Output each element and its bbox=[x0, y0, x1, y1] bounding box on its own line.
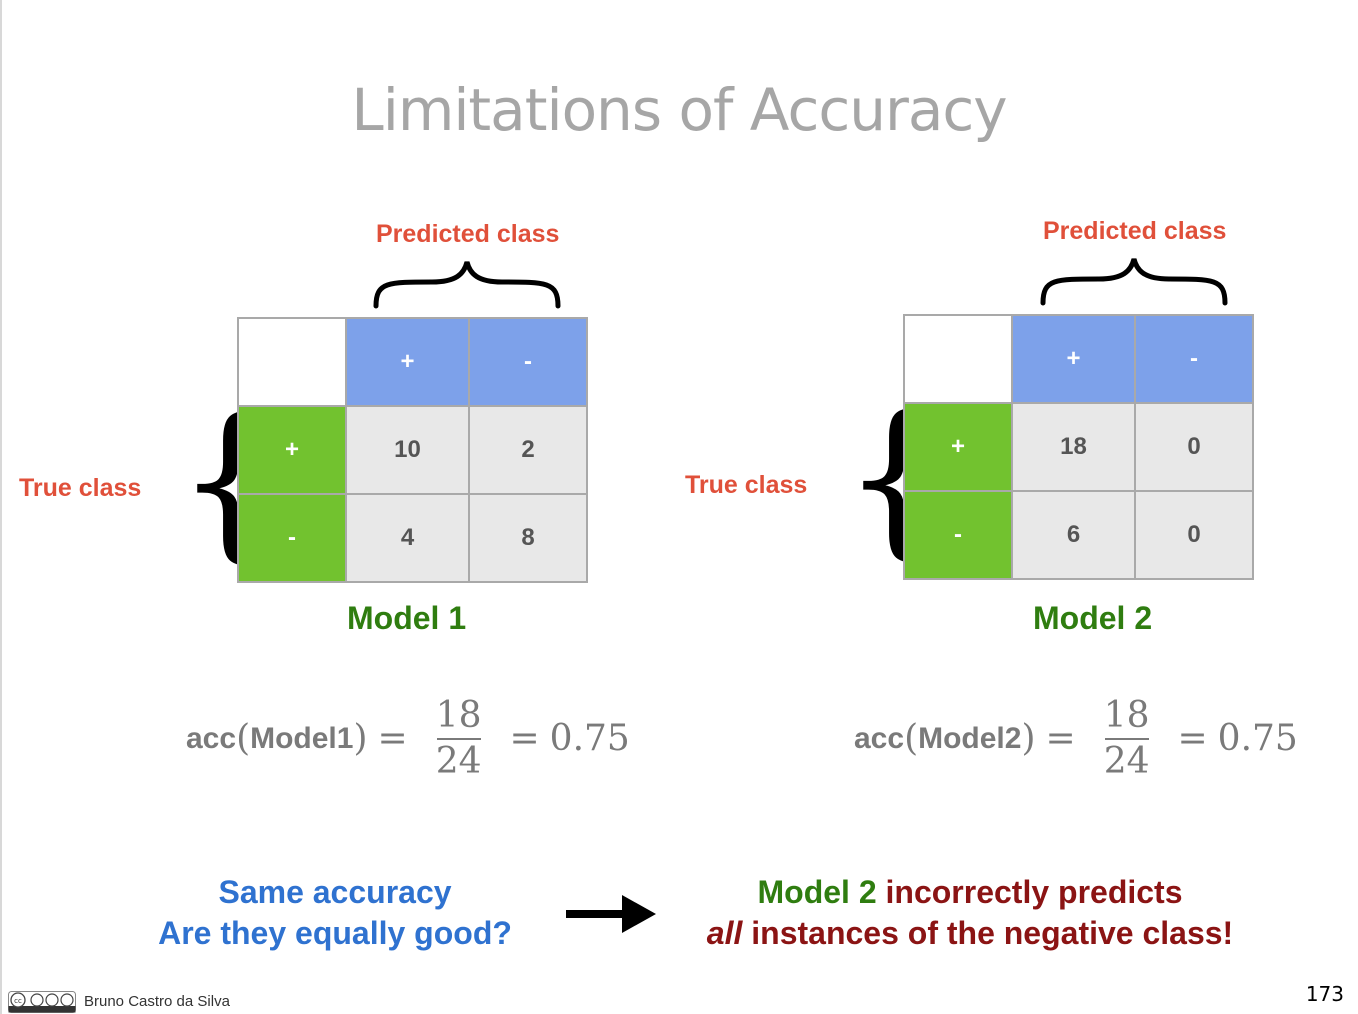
cell-true-negative: 8 bbox=[468, 493, 588, 583]
model-2-highlight: Model 2 bbox=[757, 874, 877, 910]
fraction-denominator: 24 bbox=[435, 740, 482, 782]
predicted-class-label-2: Predicted class bbox=[1043, 217, 1227, 245]
model-1-name: Model 1 bbox=[347, 600, 467, 636]
matrix-corner bbox=[903, 314, 1013, 404]
fraction-numerator: 18 bbox=[435, 695, 482, 736]
fraction-denominator: 24 bbox=[1103, 740, 1150, 782]
negative-class-text: instances of the negative class! bbox=[742, 915, 1234, 951]
confusion-matrix-2: + - + 18 0 - 6 0 bbox=[903, 314, 1254, 580]
true-minus-header: - bbox=[903, 490, 1013, 580]
true-minus-header: - bbox=[237, 493, 347, 583]
predicted-plus-header: + bbox=[1011, 314, 1136, 404]
cell-false-negative: 0 bbox=[1134, 402, 1254, 492]
page-number: 173 bbox=[1305, 982, 1344, 1006]
true-plus-header: + bbox=[903, 402, 1013, 492]
formula-arg: Model1 bbox=[250, 721, 354, 755]
cell-true-positive: 18 bbox=[1011, 402, 1136, 492]
predicted-minus-header: - bbox=[1134, 314, 1254, 404]
matrix-corner bbox=[237, 317, 347, 407]
cell-false-negative: 2 bbox=[468, 405, 588, 495]
confusion-matrix-1: + - + 10 2 - 4 8 bbox=[237, 317, 588, 583]
right-arrow-icon bbox=[566, 895, 656, 933]
cell-true-positive: 10 bbox=[345, 405, 470, 495]
predicted-class-label-1: Predicted class bbox=[376, 220, 560, 248]
conclusion-text: Model 2 incorrectly predicts all instanc… bbox=[660, 872, 1280, 954]
cell-false-positive: 4 bbox=[345, 493, 470, 583]
true-plus-header: + bbox=[237, 405, 347, 495]
all-emphasis: all bbox=[706, 915, 743, 951]
equally-good-line: Are they equally good? bbox=[158, 915, 512, 951]
question-text: Same accuracy Are they equally good? bbox=[120, 872, 550, 954]
slide-edge bbox=[0, 0, 2, 1014]
accuracy-result: 0.75 bbox=[549, 718, 630, 760]
model-2-name: Model 2 bbox=[1033, 600, 1153, 636]
svg-text:cc: cc bbox=[14, 997, 22, 1005]
formula-fn: acc bbox=[186, 721, 237, 755]
cell-false-positive: 6 bbox=[1011, 490, 1136, 580]
formula-arg: Model2 bbox=[918, 721, 1022, 755]
accuracy-result: 0.75 bbox=[1217, 718, 1298, 760]
author-credit: Bruno Castro da Silva bbox=[84, 993, 230, 1010]
formula-fn: acc bbox=[854, 721, 905, 755]
predicted-plus-header: + bbox=[345, 317, 470, 407]
cell-true-negative: 0 bbox=[1134, 490, 1254, 580]
accuracy-formula-1: acc(Model1) = 18 24 = 0.75 bbox=[186, 695, 630, 782]
true-class-label-1: True class bbox=[19, 474, 142, 502]
predicted-minus-header: - bbox=[468, 317, 588, 407]
same-accuracy-line: Same accuracy bbox=[218, 874, 452, 910]
slide-title: Limitations of Accuracy bbox=[351, 76, 1007, 144]
true-class-label-2: True class bbox=[685, 471, 808, 499]
top-brace-icon bbox=[373, 261, 561, 309]
cc-license-icon: cc bbox=[8, 991, 76, 1013]
incorrectly-predicts-text: incorrectly predicts bbox=[876, 874, 1183, 910]
accuracy-formula-2: acc(Model2) = 18 24 = 0.75 bbox=[854, 695, 1298, 782]
top-brace-icon bbox=[1040, 258, 1228, 306]
fraction-numerator: 18 bbox=[1103, 695, 1150, 736]
